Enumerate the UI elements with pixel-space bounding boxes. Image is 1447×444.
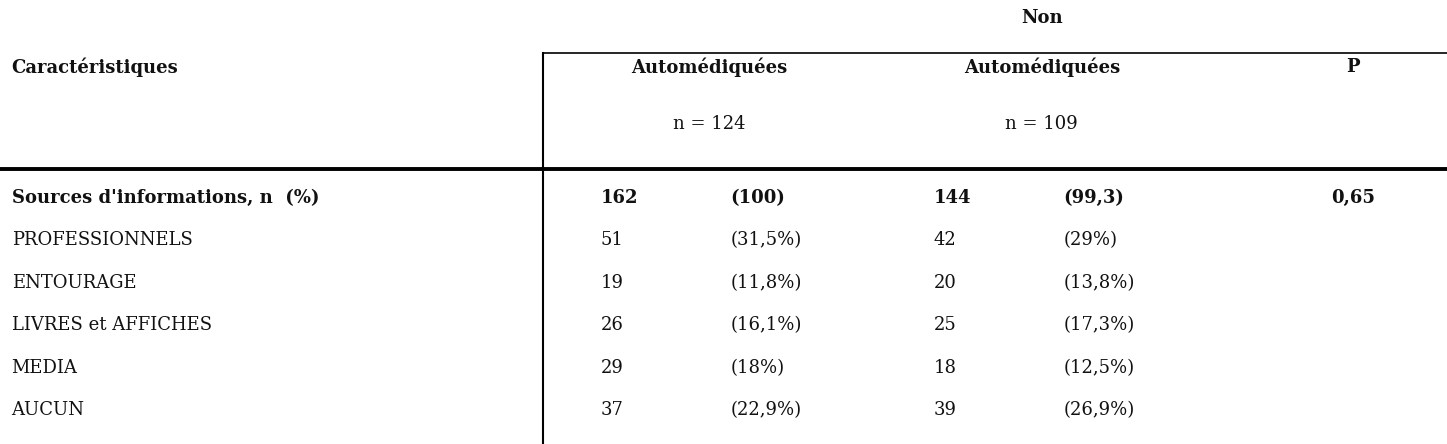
Text: 0,65: 0,65 [1331, 189, 1375, 207]
Text: 29: 29 [601, 359, 624, 377]
Text: 25: 25 [933, 316, 956, 334]
Text: 42: 42 [933, 231, 956, 249]
Text: 18: 18 [933, 359, 956, 377]
Text: (100): (100) [731, 189, 786, 207]
Text: Automédiquées: Automédiquées [631, 58, 787, 77]
Text: (17,3%): (17,3%) [1064, 316, 1134, 334]
Text: (22,9%): (22,9%) [731, 401, 802, 420]
Text: 162: 162 [601, 189, 638, 207]
Text: (99,3): (99,3) [1064, 189, 1124, 207]
Text: 51: 51 [601, 231, 624, 249]
Text: (16,1%): (16,1%) [731, 316, 802, 334]
Text: (11,8%): (11,8%) [731, 274, 802, 292]
Text: (13,8%): (13,8%) [1064, 274, 1134, 292]
Text: AUCUN: AUCUN [12, 401, 84, 420]
Text: 19: 19 [601, 274, 624, 292]
Text: (29%): (29%) [1064, 231, 1117, 249]
Text: PROFESSIONNELS: PROFESSIONNELS [12, 231, 192, 249]
Text: (18%): (18%) [731, 359, 784, 377]
Text: (12,5%): (12,5%) [1064, 359, 1134, 377]
Text: 37: 37 [601, 401, 624, 420]
Text: ENTOURAGE: ENTOURAGE [12, 274, 136, 292]
Text: 39: 39 [933, 401, 956, 420]
Text: LIVRES et AFFICHES: LIVRES et AFFICHES [12, 316, 211, 334]
Text: (31,5%): (31,5%) [731, 231, 802, 249]
Text: (26,9%): (26,9%) [1064, 401, 1134, 420]
Text: Automédiquées: Automédiquées [964, 58, 1120, 77]
Text: n = 124: n = 124 [673, 115, 745, 134]
Text: MEDIA: MEDIA [12, 359, 78, 377]
Text: Sources d'informations, n  (%): Sources d'informations, n (%) [12, 189, 320, 207]
Text: 20: 20 [933, 274, 956, 292]
Text: P: P [1346, 58, 1360, 76]
Text: 26: 26 [601, 316, 624, 334]
Text: Non: Non [1022, 9, 1062, 27]
Text: 144: 144 [933, 189, 971, 207]
Text: Caractéristiques: Caractéristiques [12, 58, 178, 77]
Text: n = 109: n = 109 [1006, 115, 1078, 134]
